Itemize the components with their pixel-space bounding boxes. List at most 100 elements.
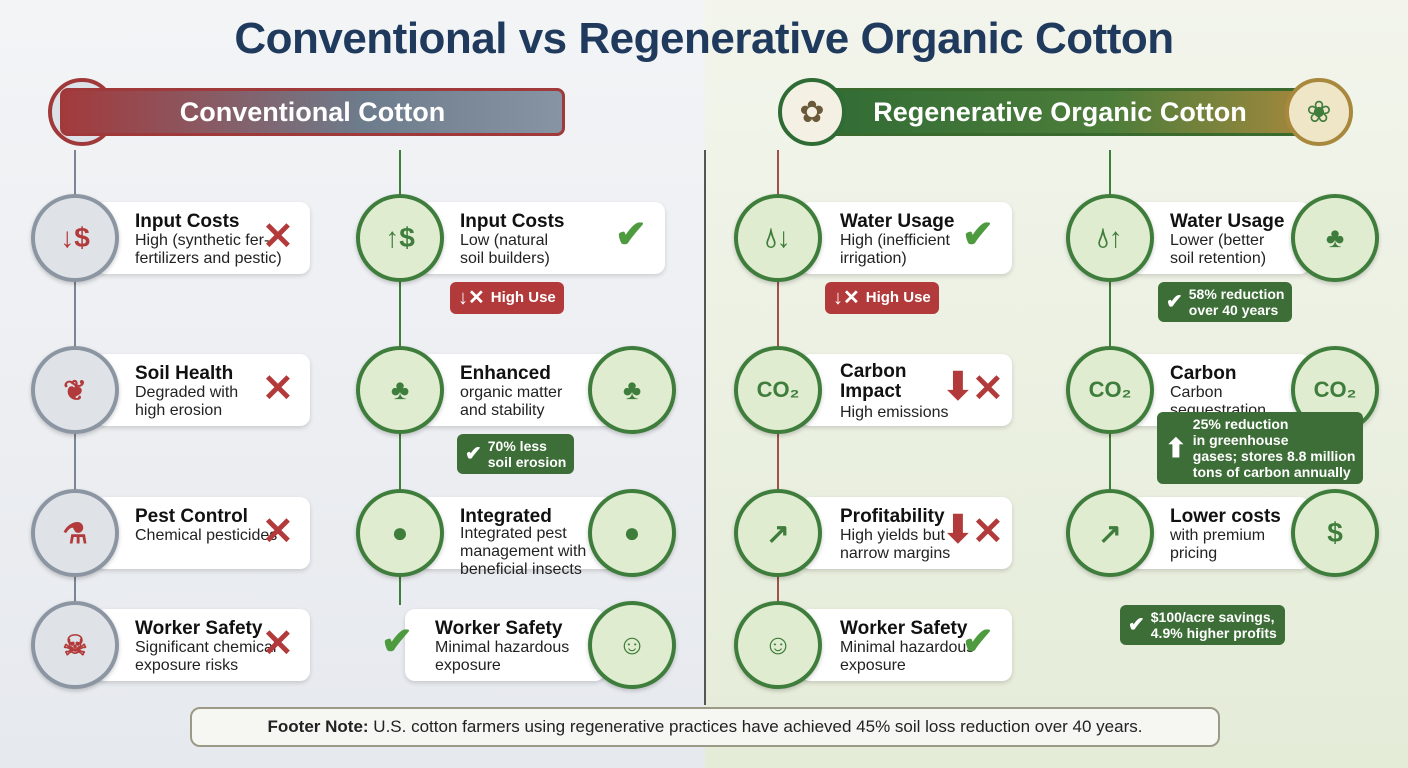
card-description: High (inefficient irrigation) [840,232,950,267]
card-description: High (synthetic fer- fertilizers and pes… [135,232,282,267]
badge-text: High Use [490,289,556,306]
money-bag-icon: $ [1291,489,1379,577]
info-card [1130,202,1310,274]
cross-icon: ✕ [262,623,294,665]
footer-note: Footer Note: U.S. cotton farmers using r… [190,707,1220,747]
card-description: Minimal hazardous exposure [435,639,570,674]
card-title: Integrated [460,506,552,527]
sprout-roots-icon: ♣ [356,346,444,434]
card-description: Chemical pesticides [135,527,278,544]
card-title: Water Usage [1170,211,1285,232]
down-arrow-icon: ⬇ [942,509,974,551]
down-cross-icon: ↓✕ [833,287,860,309]
co2-cloud-icon: CO₂ [734,346,822,434]
footer-text: U.S. cotton farmers using regenerative p… [368,717,1143,736]
card-description: Low (natural soil builders) [460,232,550,267]
info-card [800,202,1012,274]
card-description: organic matter and stability [460,384,563,419]
card-title: Enhanced [460,363,551,384]
card-title: Input Costs [460,211,565,232]
badge-text: $100/acre savings, 4.9% higher profits [1150,609,1277,641]
spray-bottle-icon: ⚗ [31,489,119,577]
card-title: Pest Control [135,506,248,527]
cracked-soil-icon: ❦ [31,346,119,434]
farmer-icon: ☺ [588,601,676,689]
farmer-icon: ☺ [734,601,822,689]
dollar-up-icon: ↑$ [356,194,444,282]
connector-line [1109,150,1111,493]
high-use-badge: ↓✕ High Use [450,282,564,314]
dollar-down-icon: ↓$ [31,194,119,282]
ladybug-icon: ● [356,489,444,577]
water-drop-up-icon: 💧︎↑ [1066,194,1154,282]
info-card [95,497,310,569]
card-title: Profitability [840,506,945,527]
high-use-badge: ↓✕ High Use [825,282,939,314]
info-card [95,609,310,681]
card-title: Input Costs [135,211,240,232]
sprout-soil-icon: ♣ [1291,194,1379,282]
hazmat-worker-icon: ☠ [31,601,119,689]
cross-icon: ✕ [972,368,1004,410]
card-description: High yields but narrow margins [840,527,951,562]
stat-badge: ⬆ 25% reduction in greenhouse gases; stor… [1157,412,1364,484]
footer-label: Footer Note: [267,717,369,736]
cross-icon: ✕ [262,368,294,410]
card-description: with premium pricing [1170,527,1266,562]
check-icon: ✔ [615,214,647,256]
card-description: Significant chemical exposure risks [135,639,277,674]
card-title: Worker Safety [840,618,968,639]
info-card [95,354,310,426]
info-card [800,354,1012,426]
page-title: Conventional vs Regenerative Organic Cot… [234,14,1174,63]
cross-icon: ✕ [972,511,1004,553]
card-description: Degraded with high erosion [135,384,239,419]
card-title: Worker Safety [435,618,563,639]
cross-icon: ✕ [262,216,294,258]
stat-badge: ✔ $100/acre savings, 4.9% higher profits [1120,605,1285,645]
check-icon: ✔ [1166,291,1183,313]
card-title: Water Usage [840,211,955,232]
check-icon: ✔ [1128,614,1145,636]
card-description: High emissions [840,404,949,421]
info-card [95,202,310,274]
check-icon: ✔ [381,621,413,663]
check-icon: ✔ [465,443,482,465]
card-title: Soil Health [135,363,234,384]
badge-text: High Use [865,289,931,306]
water-drop-down-icon: 💧︎↓ [734,194,822,282]
badge-text: 70% less soil erosion [487,438,567,470]
column-divider [704,150,706,705]
card-description: Minimal hazardous exposure [840,639,975,674]
sprout-soil-icon: ♣ [588,346,676,434]
info-card [1130,497,1310,569]
up-arrow-icon: ⬆ [1165,433,1187,463]
card-description: Lower (better soil retention) [1170,232,1267,267]
card-description: Integrated pest management with benefici… [460,525,587,578]
card-title: Lower costs [1170,506,1281,527]
info-card [800,497,1012,569]
card-title: Worker Safety [135,618,263,639]
info-card [800,609,1012,681]
info-card [420,202,665,274]
card-title: Carbon Impact [840,361,907,402]
chart-coins-icon: ↗ [734,489,822,577]
check-icon: ✔ [962,214,994,256]
card-title: Carbon [1170,363,1237,384]
stat-badge: ✔ 70% less soil erosion [457,434,575,474]
check-icon: ✔ [962,621,994,663]
info-card [405,609,605,681]
cotton-plant-icon: ❀ [1285,78,1353,146]
co2-sequestration-icon: CO₂ [1066,346,1154,434]
growth-chart-icon: ↗ [1066,489,1154,577]
down-arrow-icon: ⬇ [942,366,974,408]
down-cross-icon: ↓✕ [458,287,485,309]
regenerative-header: Regenerative Organic Cotton [800,88,1320,136]
cross-icon: ✕ [262,511,294,553]
stat-badge: ✔ 58% reduction over 40 years [1158,282,1293,322]
badge-text: 58% reduction over 40 years [1188,286,1285,318]
conventional-header: Conventional Cotton [60,88,565,136]
badge-text: 25% reduction in greenhouse gases; store… [1192,416,1356,480]
cotton-boll-icon: ✿ [778,78,846,146]
ladybug-leaf-icon: ● [588,489,676,577]
